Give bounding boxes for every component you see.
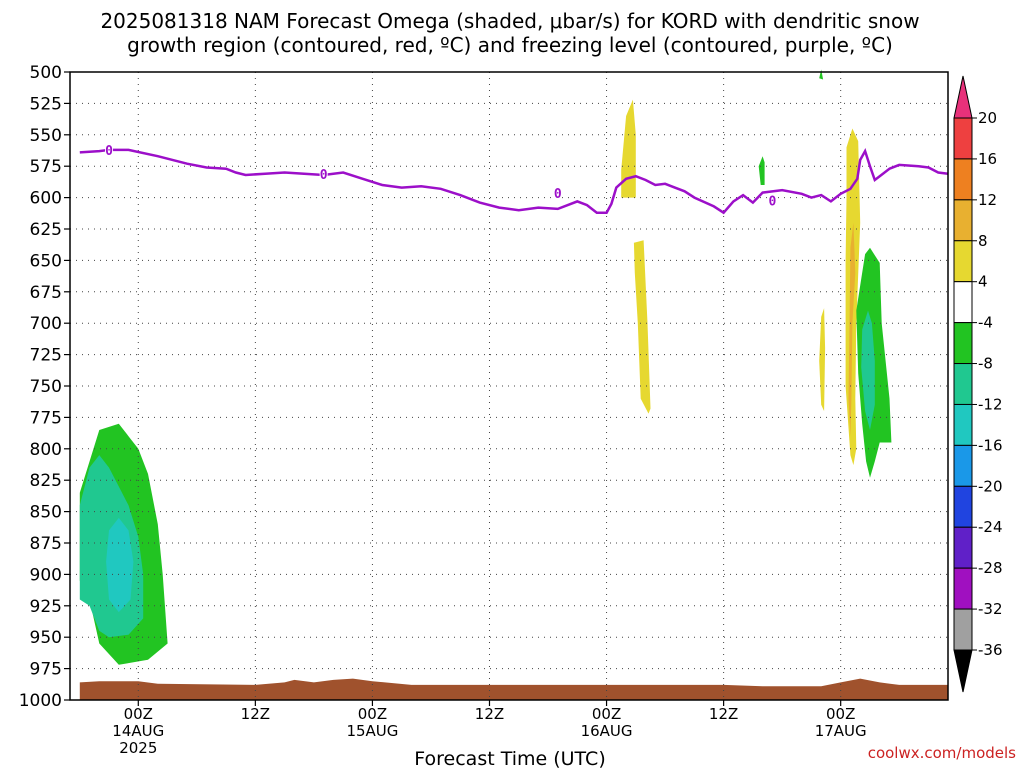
x-tick-date: 16AUG <box>581 722 633 740</box>
colorbar-label: -28 <box>978 559 1003 577</box>
colorbar-segment <box>953 403 973 446</box>
x-tick-label: 12Z <box>475 705 504 723</box>
colorbar-label: -12 <box>978 395 1003 413</box>
x-tick-date: 15AUG <box>346 722 398 740</box>
x-tick-label: 00Z <box>124 705 153 723</box>
colorbar-label: -4 <box>978 314 993 332</box>
x-tick-date: 14AUG <box>112 722 164 740</box>
y-tick-label: 975 <box>30 660 62 680</box>
omega-region-5 <box>758 156 765 185</box>
freezing-label-bg <box>553 185 562 199</box>
y-tick-label: 850 <box>30 503 62 523</box>
colorbar-label: -36 <box>978 641 1003 659</box>
colorbar-segment <box>953 281 973 324</box>
colorbar-label: 12 <box>978 191 997 209</box>
colorbar-label: 4 <box>978 273 988 291</box>
omega-region-6 <box>819 69 824 80</box>
colorbar-bottom-arrow <box>953 649 973 693</box>
x-tick-label: 00Z <box>358 705 387 723</box>
y-tick-label: 625 <box>30 220 62 240</box>
colorbar-label: 16 <box>978 150 997 168</box>
colorbar-segment <box>953 117 973 160</box>
colorbar-segment <box>953 485 973 528</box>
x-axis-title: Forecast Time (UTC) <box>414 748 605 768</box>
y-tick-label: 550 <box>30 126 62 146</box>
y-tick-label: 800 <box>30 440 62 460</box>
y-tick-label: 575 <box>30 157 62 177</box>
colorbar-label: -32 <box>978 600 1003 618</box>
colorbar-segment <box>953 363 973 405</box>
x-tick-year: 2025 <box>119 739 157 757</box>
y-tick-label: 900 <box>30 565 62 585</box>
colorbar-segment <box>953 526 973 569</box>
colorbar-label: -24 <box>978 518 1003 536</box>
x-tick-label: 00Z <box>826 705 855 723</box>
colorbar-segment <box>953 199 973 242</box>
y-tick-label: 700 <box>30 314 62 334</box>
y-tick-label: 525 <box>30 94 62 114</box>
colorbar-top-arrow <box>953 75 973 119</box>
y-tick-label: 825 <box>30 471 62 491</box>
freezing-level-label: 0 <box>768 194 776 209</box>
chart-title-line1: 2025081318 NAM Forecast Omega (shaded, μ… <box>100 9 919 33</box>
ground-terrain <box>79 678 949 700</box>
freezing-level-label: 0 <box>105 144 113 159</box>
freezing-level-line <box>79 147 949 215</box>
colorbar-label: -8 <box>978 355 993 373</box>
y-tick-label: 750 <box>30 377 62 397</box>
colorbar-segment <box>953 444 973 487</box>
omega-region-11 <box>861 310 875 430</box>
freezing-label-bg <box>319 166 328 180</box>
colorbar-segment <box>953 240 973 283</box>
colorbar: 20 16 12 8 4 -4 -8 -12 -16 -20 -24 -28 -32 -36 <box>953 75 1003 693</box>
plot-area: 0 0 0 0 500 525 550 575 600 625 650 675 700 725 750 775… <box>19 63 949 757</box>
y-tick-label: 1000 <box>19 691 62 711</box>
y-tick-label: 775 <box>30 408 62 428</box>
colorbar-segment <box>953 322 973 365</box>
y-tick-label: 500 <box>30 63 62 83</box>
colorbar-segment <box>953 567 973 610</box>
y-tick-label: 600 <box>30 189 62 209</box>
freezing-level-label: 0 <box>554 187 562 202</box>
y-tick-label: 875 <box>30 534 62 554</box>
colorbar-segment <box>953 608 973 651</box>
credit-text: coolwx.com/models <box>868 744 1016 762</box>
chart-title-line2: growth region (contoured, red, ºC) and f… <box>127 33 893 57</box>
omega-region-2 <box>106 517 134 613</box>
y-tick-label: 725 <box>30 346 62 366</box>
omega-region-3 <box>621 99 636 198</box>
x-tick-label: 00Z <box>592 705 621 723</box>
omega-region-4 <box>633 240 651 414</box>
colorbar-label: -20 <box>978 477 1003 495</box>
y-tick-label: 950 <box>30 628 62 648</box>
colorbar-label: -16 <box>978 436 1003 454</box>
freezing-label-bg <box>768 193 777 207</box>
colorbar-segment <box>953 158 973 201</box>
omega-region-7 <box>819 308 826 412</box>
x-tick-label: 12Z <box>709 705 738 723</box>
colorbar-label: 8 <box>978 232 988 250</box>
freezing-level-label: 0 <box>320 168 328 183</box>
y-tick-label: 925 <box>30 597 62 617</box>
colorbar-label: 20 <box>978 109 997 127</box>
y-tick-label: 675 <box>30 283 62 303</box>
x-tick-date: 17AUG <box>815 722 867 740</box>
omega-region-9 <box>848 222 856 437</box>
freezing-label-bg <box>105 143 114 157</box>
y-tick-label: 650 <box>30 251 62 271</box>
x-tick-label: 12Z <box>241 705 270 723</box>
